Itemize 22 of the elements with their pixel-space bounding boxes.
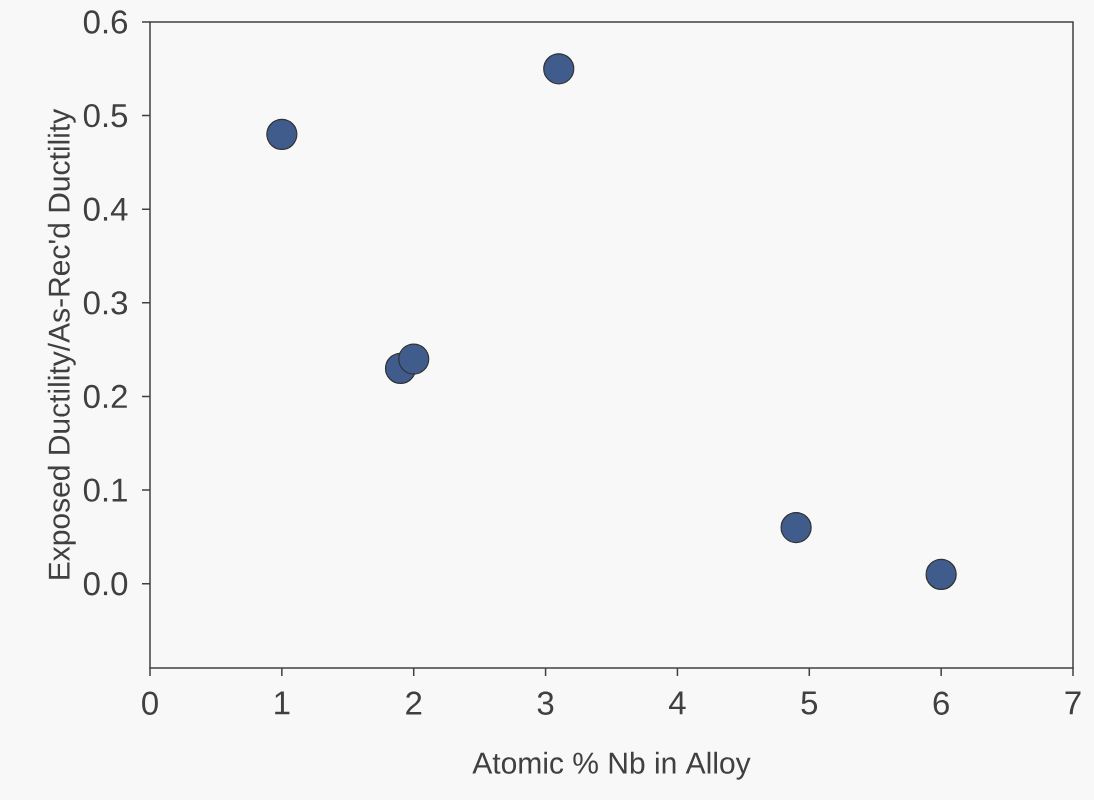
point [398, 343, 430, 375]
x-tick-label: 6 [933, 691, 949, 715]
y-tick-label: 0.1 [83, 478, 127, 502]
point [925, 558, 957, 590]
y-tick-label: 0.0 [83, 572, 128, 596]
x-tick-label: 5 [801, 691, 818, 715]
y-tick-label: 0.5 [83, 103, 128, 128]
x-tick-label: 3 [537, 691, 554, 715]
x-tick-label: 7 [1065, 691, 1081, 715]
x-axis-title: Atomic % Nb in Alloy [472, 751, 751, 780]
x-tick-label: 4 [669, 691, 686, 715]
point [266, 118, 298, 150]
y-tick-label: 0.3 [83, 291, 128, 315]
point [543, 53, 575, 85]
x-tick-label: 0 [142, 691, 158, 715]
x-tick-label: 1 [275, 691, 290, 715]
y-tick-label: 0.6 [83, 10, 128, 34]
y-axis-title: Exposed Ductility/As-Rec'd Ductility [47, 108, 76, 579]
point [780, 511, 812, 544]
x-tick-label: 2 [406, 691, 422, 715]
y-tick-label: 0.4 [83, 197, 128, 221]
y-tick-label: 0.2 [83, 384, 127, 409]
